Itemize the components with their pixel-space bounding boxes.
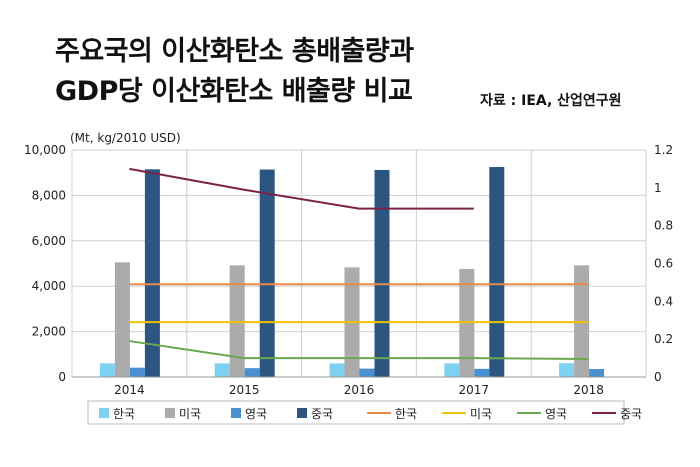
x-tick-label: 2016 — [344, 383, 375, 397]
bar-중국 — [489, 167, 505, 377]
y-left-tick-label: 6,000 — [32, 234, 66, 248]
bar-중국 — [374, 169, 390, 377]
legend-swatch-bar-중국 — [297, 408, 307, 418]
y-right-tick-label: 0.2 — [654, 332, 673, 346]
chart-title-line-2: GDP당 이산화탄소 배출량 비교 — [55, 76, 413, 107]
legend-label: 미국 — [179, 407, 201, 421]
bar-영국 — [129, 367, 145, 377]
legend-swatch-bar-한국 — [99, 408, 109, 418]
bar-영국 — [244, 368, 260, 377]
bar-한국 — [559, 363, 575, 377]
bar-한국 — [329, 363, 345, 377]
bar-중국 — [259, 169, 275, 377]
source-label: 자료 : IEA, 산업연구원 — [480, 93, 622, 109]
bar-영국 — [474, 368, 490, 377]
x-tick-label: 2018 — [573, 383, 604, 397]
legend-label: 미국 — [470, 407, 492, 421]
legend-label: 한국 — [395, 407, 417, 421]
bar-미국 — [114, 262, 130, 377]
y-left-tick-label: 0 — [58, 370, 66, 384]
bar-영국 — [589, 369, 605, 377]
legend-swatch-bar-영국 — [231, 408, 241, 418]
bar-중국 — [144, 169, 160, 377]
y-right-tick-label: 1 — [654, 181, 662, 195]
bar-layer — [99, 167, 605, 377]
legend-box — [87, 400, 625, 425]
legend-label: 한국 — [113, 407, 135, 421]
bar-한국 — [214, 363, 230, 377]
bar-영국 — [359, 368, 375, 377]
y-right-tick-label: 0.6 — [654, 257, 673, 271]
y-right-tick-label: 0.8 — [654, 219, 673, 233]
y-left-tick-label: 4,000 — [32, 279, 66, 293]
unit-label: (Mt, kg/2010 USD) — [70, 131, 181, 145]
legend-label: 영국 — [245, 407, 267, 421]
legend-label: 영국 — [545, 407, 567, 421]
chart-title-line-1: 주요국의 이산화탄소 총배출량과 — [55, 36, 414, 67]
bar-한국 — [444, 363, 460, 377]
line-layer — [129, 167, 589, 361]
x-tick-label: 2015 — [229, 383, 260, 397]
y-right-tick-label: 0.4 — [654, 294, 673, 308]
line-중국 — [129, 167, 474, 210]
legend-label: 중국 — [620, 407, 642, 421]
legend: 한국 미국 영국 중국 한국 미국 영국 중국 — [87, 400, 642, 425]
y-left-tick-label: 10,000 — [24, 143, 66, 157]
x-tick-label: 2017 — [459, 383, 490, 397]
line-영국 — [129, 340, 589, 361]
axis-layer: 0 2,000 4,000 6,000 8,000 10,000 0 0.2 0.4 0.6 0.8… — [24, 143, 673, 397]
y-right-tick-label: 1.2 — [654, 143, 673, 157]
legend-label: 중국 — [311, 407, 333, 421]
y-left-tick-label: 8,000 — [32, 188, 66, 202]
y-left-tick-label: 2,000 — [32, 325, 66, 339]
y-right-tick-label: 0 — [654, 370, 662, 384]
x-tick-label: 2014 — [114, 383, 145, 397]
legend-swatch-bar-미국 — [165, 408, 175, 418]
bar-한국 — [99, 363, 115, 377]
